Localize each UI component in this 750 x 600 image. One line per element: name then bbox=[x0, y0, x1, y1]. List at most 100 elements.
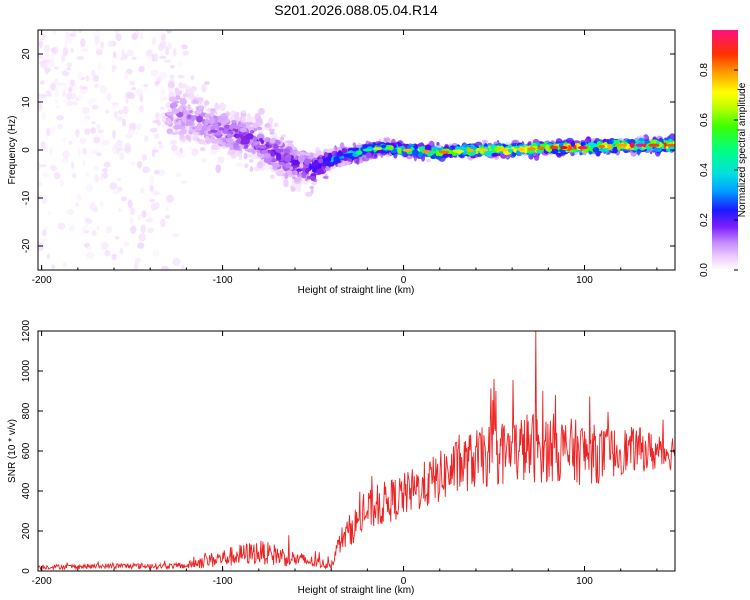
heatmap-cell bbox=[62, 150, 70, 159]
heatmap-cell bbox=[249, 166, 254, 173]
heatmap-cell bbox=[448, 152, 453, 158]
heatmap-cell bbox=[295, 183, 302, 193]
heatmap-cell bbox=[169, 74, 175, 79]
heatmap-cell bbox=[169, 64, 175, 69]
heatmap-cell bbox=[81, 106, 90, 115]
heatmap-cell bbox=[64, 37, 73, 44]
heatmap-cell bbox=[93, 30, 101, 39]
heatmap-cell bbox=[211, 145, 220, 150]
heatmap-cell bbox=[70, 79, 75, 87]
heatmap-cell bbox=[84, 128, 91, 135]
heatmap-cell bbox=[144, 135, 149, 142]
heatmap-cell bbox=[149, 184, 154, 192]
spectrogram-ylabel: Frequency (Hz) bbox=[7, 116, 18, 185]
heatmap-cell bbox=[118, 208, 123, 212]
heatmap-cell bbox=[607, 143, 612, 150]
heatmap-cell bbox=[119, 152, 125, 161]
heatmap-cell bbox=[175, 172, 182, 178]
heatmap-cell bbox=[106, 226, 113, 234]
heatmap-cell bbox=[150, 202, 157, 211]
heatmap-cell bbox=[333, 156, 341, 162]
heatmap-cell bbox=[115, 33, 122, 42]
heatmap-cell bbox=[84, 172, 91, 177]
heatmap-cell bbox=[175, 94, 180, 100]
heatmap-peak bbox=[559, 146, 568, 150]
heatmap-cell bbox=[107, 18, 111, 26]
heatmap-cell bbox=[296, 168, 303, 172]
heatmap-cell bbox=[111, 253, 117, 261]
heatmap-cell bbox=[242, 110, 247, 114]
y-tick-label: 0 bbox=[21, 147, 32, 153]
heatmap-cell bbox=[57, 222, 66, 230]
heatmap-cell bbox=[299, 151, 306, 156]
heatmap-cell bbox=[309, 185, 315, 190]
heatmap-cell bbox=[84, 115, 91, 120]
heatmap-cell bbox=[129, 216, 134, 225]
heatmap-cell bbox=[158, 141, 162, 145]
heatmap-cell bbox=[189, 110, 193, 113]
heatmap-cell bbox=[629, 142, 635, 148]
heatmap-cell bbox=[151, 149, 159, 153]
heatmap-cell bbox=[217, 156, 225, 164]
heatmap-cell bbox=[42, 229, 47, 237]
heatmap-cell bbox=[311, 181, 317, 186]
heatmap-cell bbox=[311, 161, 319, 167]
heatmap-cell bbox=[179, 125, 186, 130]
heatmap-cell bbox=[181, 121, 186, 128]
snr-ylabel: SNR (10 * v/v) bbox=[7, 419, 18, 483]
heatmap-cell bbox=[316, 168, 324, 175]
heatmap-cell bbox=[539, 143, 546, 148]
heatmap-cell bbox=[97, 129, 104, 134]
heatmap-cell bbox=[47, 93, 52, 97]
heatmap-cell bbox=[102, 171, 109, 179]
heatmap-cell bbox=[94, 174, 100, 183]
heatmap-cell bbox=[164, 214, 171, 219]
heatmap-cell bbox=[119, 247, 124, 255]
heatmap-cell bbox=[54, 89, 60, 98]
heatmap-cell bbox=[272, 162, 280, 168]
heatmap-cell bbox=[166, 112, 174, 116]
heatmap-cell bbox=[104, 249, 111, 257]
heatmap-cell bbox=[139, 94, 144, 103]
heatmap-cell bbox=[210, 129, 218, 133]
y-tick-label: -20 bbox=[21, 238, 32, 253]
heatmap-cell bbox=[80, 38, 86, 48]
heatmap-cell bbox=[189, 87, 195, 94]
heatmap-cell bbox=[155, 112, 160, 118]
heatmap-cell bbox=[247, 117, 254, 124]
colorbar-tick-label: 0.0 bbox=[699, 263, 710, 277]
heatmap-peak bbox=[527, 147, 536, 151]
heatmap-cell bbox=[470, 151, 476, 156]
heatmap-peak bbox=[666, 143, 675, 147]
heatmap-cell bbox=[270, 150, 275, 157]
heatmap-cell bbox=[432, 146, 438, 152]
heatmap-cell bbox=[54, 99, 58, 105]
heatmap-cell bbox=[171, 144, 176, 149]
y-tick-label: 800 bbox=[21, 402, 32, 419]
heatmap-cell bbox=[252, 122, 259, 128]
colorbar-tick-label: 0.8 bbox=[699, 63, 710, 77]
heatmap-cell bbox=[90, 127, 96, 134]
heatmap-cell bbox=[342, 153, 351, 158]
heatmap-cell bbox=[286, 140, 294, 144]
heatmap-cell bbox=[75, 202, 79, 207]
heatmap-cell bbox=[289, 166, 294, 171]
heatmap-cell bbox=[76, 194, 82, 202]
heatmap-cell bbox=[142, 166, 151, 173]
heatmap-cell bbox=[38, 102, 43, 112]
heatmap-cell bbox=[49, 58, 55, 68]
heatmap-cell bbox=[38, 195, 42, 200]
heatmap-cell bbox=[167, 81, 175, 89]
heatmap-cell bbox=[172, 233, 180, 237]
heatmap-cell bbox=[109, 182, 118, 191]
heatmap-cell bbox=[482, 139, 488, 144]
heatmap-cell bbox=[536, 149, 543, 154]
heatmap-cell bbox=[99, 85, 107, 94]
heatmap-cell bbox=[91, 230, 97, 237]
heatmap-cell bbox=[255, 126, 263, 131]
heatmap-cell bbox=[196, 115, 203, 123]
heatmap-cell bbox=[265, 163, 270, 171]
heatmap-cell bbox=[600, 148, 606, 153]
heatmap-cell bbox=[417, 151, 423, 159]
heatmap-cell bbox=[52, 30, 57, 35]
